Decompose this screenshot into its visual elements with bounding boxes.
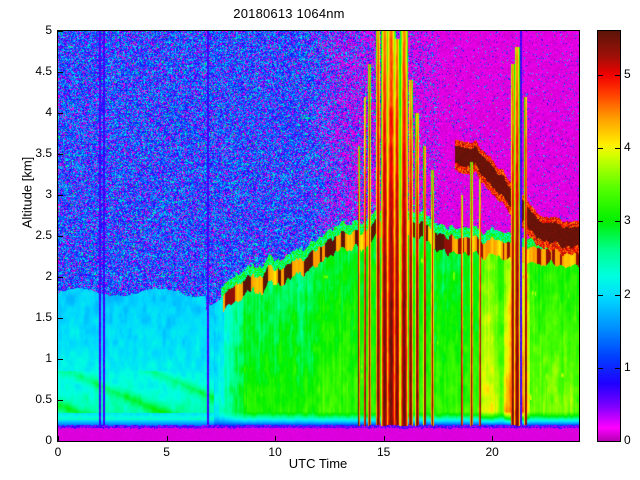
y-tick-label: 1.5 [35,310,52,324]
colorbar-tick-label: 0 [624,433,631,447]
colorbar-tick-label: 2 [624,286,631,301]
page-title: 20180613 1064nm [233,6,345,21]
y-tick-label: 4 [45,105,52,119]
colorbar-tick-label: 5 [624,66,631,81]
y-axis-label: Altitude [km] [19,156,35,229]
colorbar-gradient [598,31,620,441]
colorbar-tick-label: 3 [624,213,631,228]
x-axis-label: UTC Time [288,456,348,471]
y-tick-label: 1 [45,351,52,365]
y-tick-label: 4.5 [35,64,52,78]
y-tick-label: 0.5 [35,392,52,406]
colorbar [597,30,621,442]
colorbar-tick-label: 1 [624,359,631,374]
heatmap-canvas [58,31,579,441]
y-tick-label: 5 [45,23,52,37]
heatmap-plot-area[interactable] [57,30,580,442]
colorbar-tick-label: 4 [624,140,631,155]
y-tick-label: 2 [45,269,52,283]
y-tick-label: 0 [45,433,52,447]
